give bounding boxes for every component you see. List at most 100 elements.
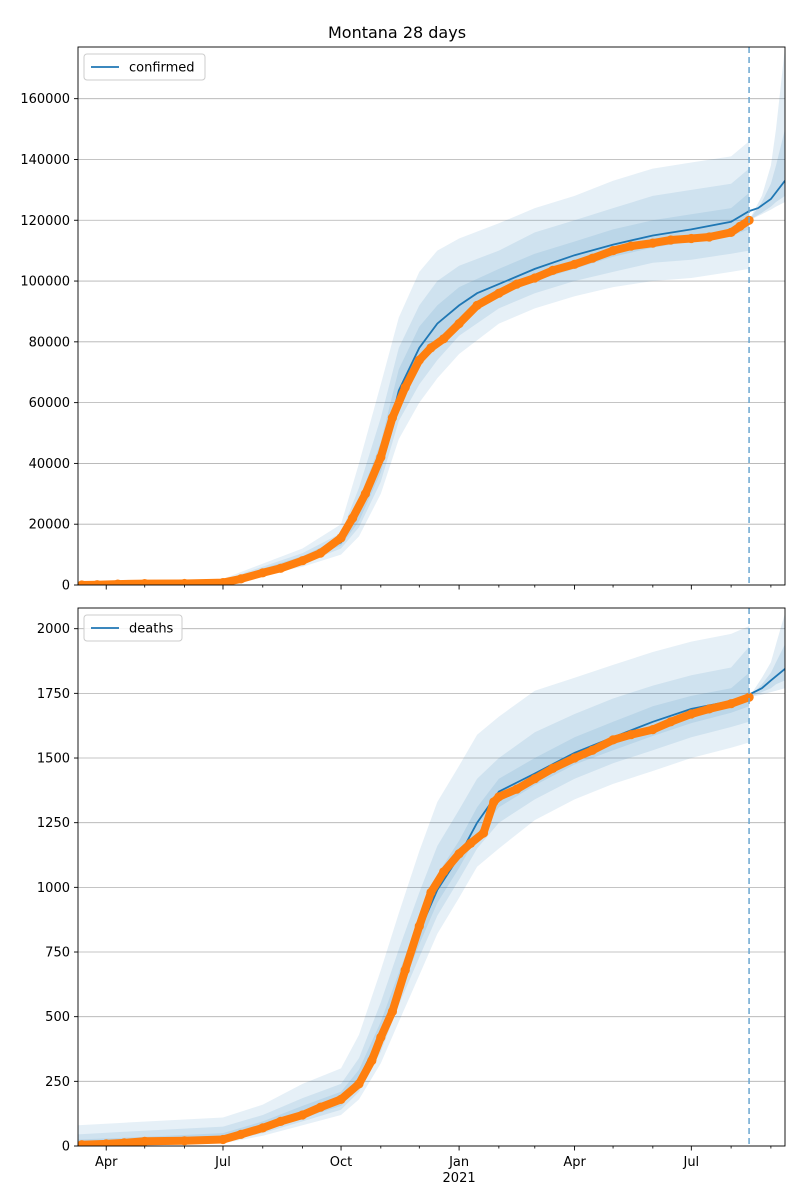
confirmed-observed-point-18 bbox=[426, 343, 436, 353]
confirmed-observed-point-8 bbox=[276, 563, 286, 573]
deaths-interval-band-1 bbox=[78, 646, 750, 1146]
confirmed-interval-band-2 bbox=[78, 192, 750, 585]
xtick-year-label: 2021 bbox=[443, 1171, 476, 1186]
deaths-observed-point-33 bbox=[666, 717, 676, 727]
confirmed-ytick-label-1: 20000 bbox=[29, 518, 70, 533]
confirmed-legend-box bbox=[83, 53, 206, 81]
confirmed-observed-point-15 bbox=[387, 413, 397, 423]
confirmed-observed-point-24 bbox=[530, 273, 540, 283]
confirmed-observed-point-5 bbox=[218, 578, 228, 585]
deaths-observed-point-12 bbox=[354, 1079, 364, 1089]
confirmed-observed-point-22 bbox=[494, 288, 504, 298]
deaths-observed-point-7 bbox=[258, 1123, 268, 1133]
xtick-label-0: Apr bbox=[95, 1155, 118, 1170]
deaths-observed-point-31 bbox=[626, 730, 636, 740]
confirmed-observed-point-28 bbox=[608, 246, 618, 256]
confirmed-observed-point-26 bbox=[570, 259, 580, 269]
xtick-label-5: Jul bbox=[682, 1155, 699, 1170]
confirmed-ytick-label-8: 160000 bbox=[20, 92, 70, 107]
deaths-observed-point-9 bbox=[297, 1110, 308, 1120]
confirmed-observed-point-12 bbox=[348, 513, 358, 523]
deaths-observed-point-3 bbox=[140, 1136, 150, 1146]
deaths-observed-point-16 bbox=[400, 965, 410, 975]
confirmed-observed-point-16 bbox=[400, 382, 410, 392]
xtick-label-2: Oct bbox=[330, 1155, 352, 1170]
deaths-legend: deaths bbox=[83, 614, 183, 642]
confirmed-observed-point-3 bbox=[140, 579, 150, 585]
deaths-ytick-label-4: 1000 bbox=[37, 881, 70, 896]
confirmed-observed-point-27 bbox=[587, 253, 598, 263]
deaths-observed-point-11 bbox=[336, 1094, 346, 1104]
deaths-observed-point-36 bbox=[726, 699, 736, 709]
confirmed-observed-point-7 bbox=[258, 568, 268, 578]
confirmed-observed-point-11 bbox=[336, 533, 346, 543]
confirmed-ytick-label-5: 100000 bbox=[20, 275, 70, 290]
deaths-observed-point-34 bbox=[686, 709, 696, 719]
confirmed-forecast-band-0 bbox=[749, 47, 785, 221]
deaths-observed-point-6 bbox=[236, 1129, 246, 1139]
deaths-ytick-label-5: 1250 bbox=[37, 816, 70, 831]
deaths-panel: 0 250 500 750 1000 1250 1500 1750 2000 Apr Jul Oct J… bbox=[37, 607, 786, 1186]
xtick-label-3: Jan bbox=[448, 1155, 469, 1170]
deaths-observed-point-27 bbox=[548, 763, 558, 774]
confirmed-observed-point-6 bbox=[236, 574, 246, 584]
deaths-ytick-label-3: 750 bbox=[45, 946, 70, 961]
deaths-observed-point-29 bbox=[587, 745, 598, 755]
confirmed-observed-point-0 bbox=[78, 580, 87, 585]
deaths-observed-point-24 bbox=[494, 792, 504, 802]
deaths-observed-point-4 bbox=[179, 1136, 190, 1146]
deaths-observed-point-28 bbox=[570, 753, 580, 763]
confirmed-ytick-label-0: 0 bbox=[62, 579, 70, 594]
confirmed-panel: 0 20000 40000 60000 80000 100000 120000 140000 1… bbox=[20, 46, 786, 594]
deaths-ytick-label-6: 1500 bbox=[37, 752, 70, 767]
confirmed-ytick-label-4: 80000 bbox=[29, 335, 70, 350]
deaths-observed-point-10 bbox=[315, 1102, 326, 1112]
confirmed-observed-point-21 bbox=[472, 300, 482, 310]
deaths-observed-point-26 bbox=[530, 774, 540, 784]
deaths-ytick-label-2: 500 bbox=[45, 1010, 70, 1025]
confirmed-ytick-label-6: 120000 bbox=[20, 214, 70, 229]
deaths-observed-point-0 bbox=[78, 1140, 87, 1146]
deaths-observed-point-5 bbox=[218, 1134, 228, 1145]
confirmed-observed-point-30 bbox=[648, 238, 658, 248]
confirmed-observed-point-32 bbox=[686, 233, 696, 244]
confirmed-observed-point-35 bbox=[735, 221, 745, 231]
confirmed-axes-frame bbox=[77, 46, 786, 586]
confirmed-observed-point-29 bbox=[626, 241, 636, 251]
confirmed-observed-point-25 bbox=[548, 265, 558, 275]
deaths-legend-box bbox=[83, 614, 183, 642]
confirmed-ytick-label-2: 40000 bbox=[29, 457, 70, 472]
deaths-observed-point-21 bbox=[466, 838, 476, 849]
deaths-observed-point-14 bbox=[376, 1032, 386, 1042]
confirmed-observed-point-23 bbox=[512, 279, 522, 289]
confirmed-observed-point-31 bbox=[666, 235, 676, 245]
confirmed-observed-point-1 bbox=[92, 580, 102, 585]
deaths-observed-point-32 bbox=[648, 725, 658, 735]
deaths-ytick-label-8: 2000 bbox=[37, 622, 70, 637]
confirmed-observed-point-4 bbox=[179, 578, 190, 585]
deaths-observed-point-13 bbox=[367, 1056, 377, 1066]
deaths-observed-point-18 bbox=[426, 887, 436, 898]
deaths-observed-point-22 bbox=[478, 828, 489, 838]
deaths-observed-point-37 bbox=[744, 692, 754, 702]
deaths-observed-point-35 bbox=[704, 704, 714, 714]
deaths-observed-point-30 bbox=[608, 735, 618, 745]
confirmed-observed-point-14 bbox=[376, 452, 386, 462]
deaths-observed-point-17 bbox=[414, 921, 424, 931]
deaths-observed-point-8 bbox=[276, 1116, 286, 1126]
xtick-label-4: Apr bbox=[563, 1155, 586, 1170]
confirmed-observed-point-20 bbox=[454, 319, 464, 329]
confirmed-observed-point-33 bbox=[704, 232, 714, 242]
confirmed-legend: confirmed bbox=[83, 53, 206, 81]
deaths-ytick-label-1: 250 bbox=[45, 1075, 70, 1090]
deaths-observed-point-1 bbox=[101, 1139, 111, 1146]
figure-title: Montana 28 days bbox=[328, 23, 466, 42]
deaths-observed-point-20 bbox=[454, 849, 464, 859]
deaths-observed-point-15 bbox=[387, 1006, 397, 1017]
confirmed-observed-point-9 bbox=[297, 556, 308, 566]
confirmed-observed-point-34 bbox=[726, 227, 736, 237]
deaths-observed-point-19 bbox=[439, 867, 449, 877]
xtick-label-1: Jul bbox=[214, 1155, 231, 1170]
confirmed-observed-point-13 bbox=[360, 489, 370, 499]
